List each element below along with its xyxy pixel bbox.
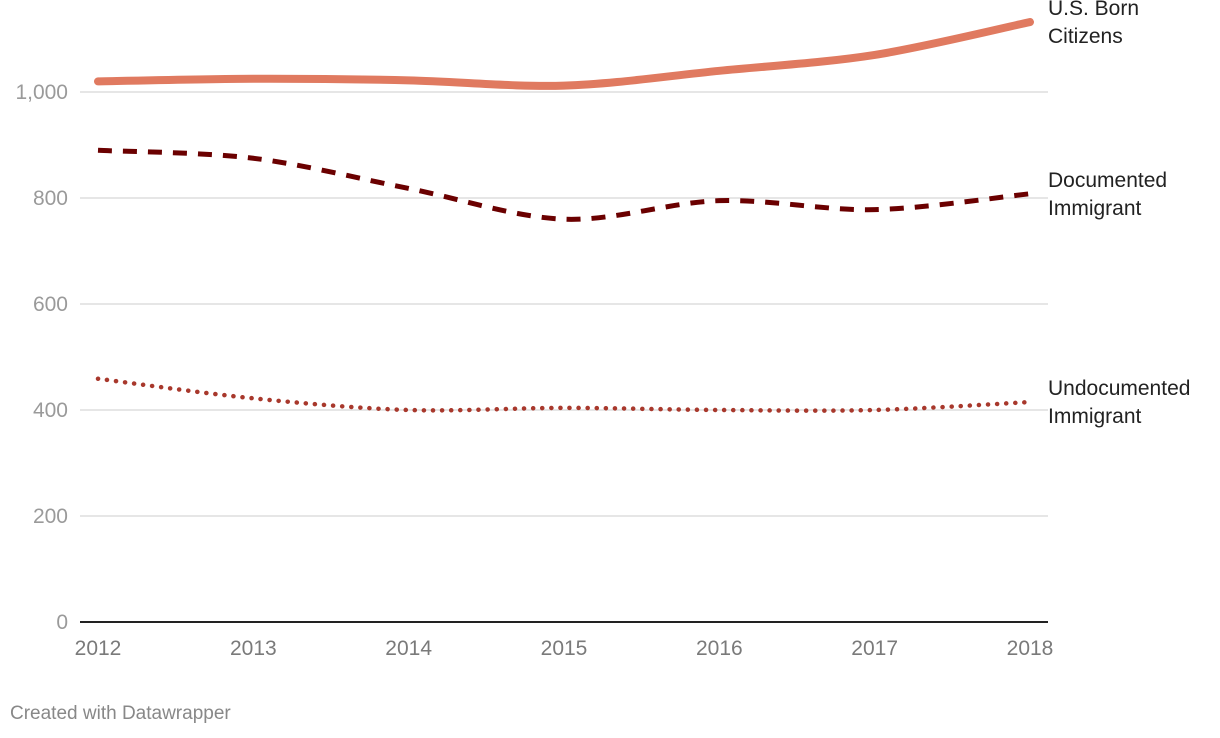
series-label-undocumented-immigrant: Undocumented Immigrant — [1048, 377, 1190, 428]
x-tick-label: 2016 — [696, 637, 743, 660]
series-label-u-s-born-citizens: U.S. Born Citizens — [1048, 0, 1139, 48]
y-tick-label: 0 — [56, 611, 68, 634]
series-line-u-s-born-citizens — [94, 18, 1034, 90]
y-tick-label: 400 — [33, 399, 68, 422]
x-tick-label: 2015 — [541, 637, 588, 660]
series-label-documented-immigrant: Documented Immigrant — [1048, 169, 1167, 220]
x-tick-label: 2013 — [230, 637, 277, 660]
x-tick-label: 2017 — [851, 637, 898, 660]
series-line-documented-immigrant — [97, 147, 1031, 222]
y-tick-label: 600 — [33, 293, 68, 316]
y-tick-label: 1,000 — [15, 81, 68, 104]
series-line-undocumented-immigrant — [95, 376, 1033, 413]
x-tick-label: 2014 — [385, 637, 432, 660]
series-labels: U.S. Born Citizens Documented Immigrant Undo… — [1048, 0, 1190, 428]
gridlines — [80, 91, 1048, 623]
y-axis-ticks: 0 200 400 600 800 1,000 — [15, 81, 68, 634]
x-tick-label: 2012 — [75, 637, 122, 660]
x-tick-label: 2018 — [1007, 637, 1054, 660]
series-lines — [94, 18, 1034, 413]
y-tick-label: 800 — [33, 187, 68, 210]
datawrapper-credit: Created with Datawrapper — [10, 703, 231, 724]
y-tick-label: 200 — [33, 505, 68, 528]
x-axis-ticks: 2012 2013 2014 2015 2016 2017 2018 — [75, 637, 1054, 660]
